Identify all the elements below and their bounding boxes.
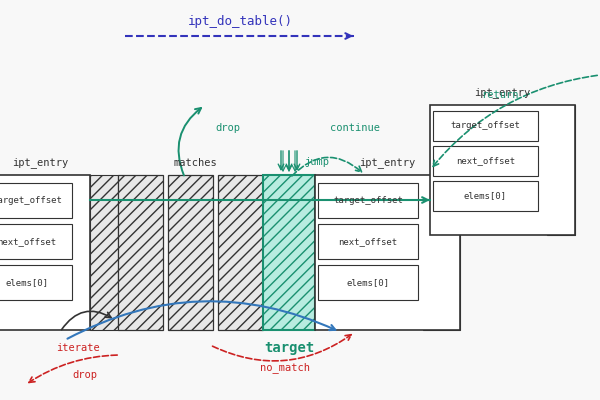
Bar [218,175,263,330]
Text: return: return [481,90,519,100]
Text: ipt_do_table(): ipt_do_table() [187,16,293,28]
Bar [433,181,538,211]
Text: drop: drop [73,370,97,380]
Text: drop: drop [215,123,241,133]
Text: target_offset: target_offset [333,196,403,205]
Bar [315,175,460,330]
Text: continue: continue [330,123,380,133]
Bar [433,146,538,176]
Text: target_offset: target_offset [0,196,62,205]
Bar [433,111,538,141]
Bar [318,183,418,218]
Text: matches: matches [173,158,217,168]
Text: elems[0]: elems[0] [347,278,389,287]
Text: next_offset: next_offset [456,156,515,166]
Bar [318,224,418,259]
Text: target_offset: target_offset [451,122,520,130]
Bar [0,183,72,218]
Bar [423,175,460,330]
Bar [90,175,118,330]
Bar [0,175,90,330]
Bar [118,175,163,330]
Text: iterate: iterate [56,343,100,353]
Bar [547,105,575,235]
Text: next_offset: next_offset [338,237,398,246]
Text: target: target [264,341,314,355]
Text: no_match: no_match [260,362,310,374]
Text: ipt_entry: ipt_entry [475,88,530,98]
Text: elems[0]: elems[0] [5,278,49,287]
Text: next_offset: next_offset [0,237,56,246]
Bar [168,175,213,330]
Bar [0,224,72,259]
Bar [263,175,315,330]
Text: ipt_entry: ipt_entry [359,158,416,168]
Text: ipt_entry: ipt_entry [12,158,68,168]
Bar [430,105,575,235]
Text: elems[0]: elems[0] [464,192,507,200]
Bar [0,265,72,300]
Bar [318,265,418,300]
Text: jump: jump [305,157,329,167]
